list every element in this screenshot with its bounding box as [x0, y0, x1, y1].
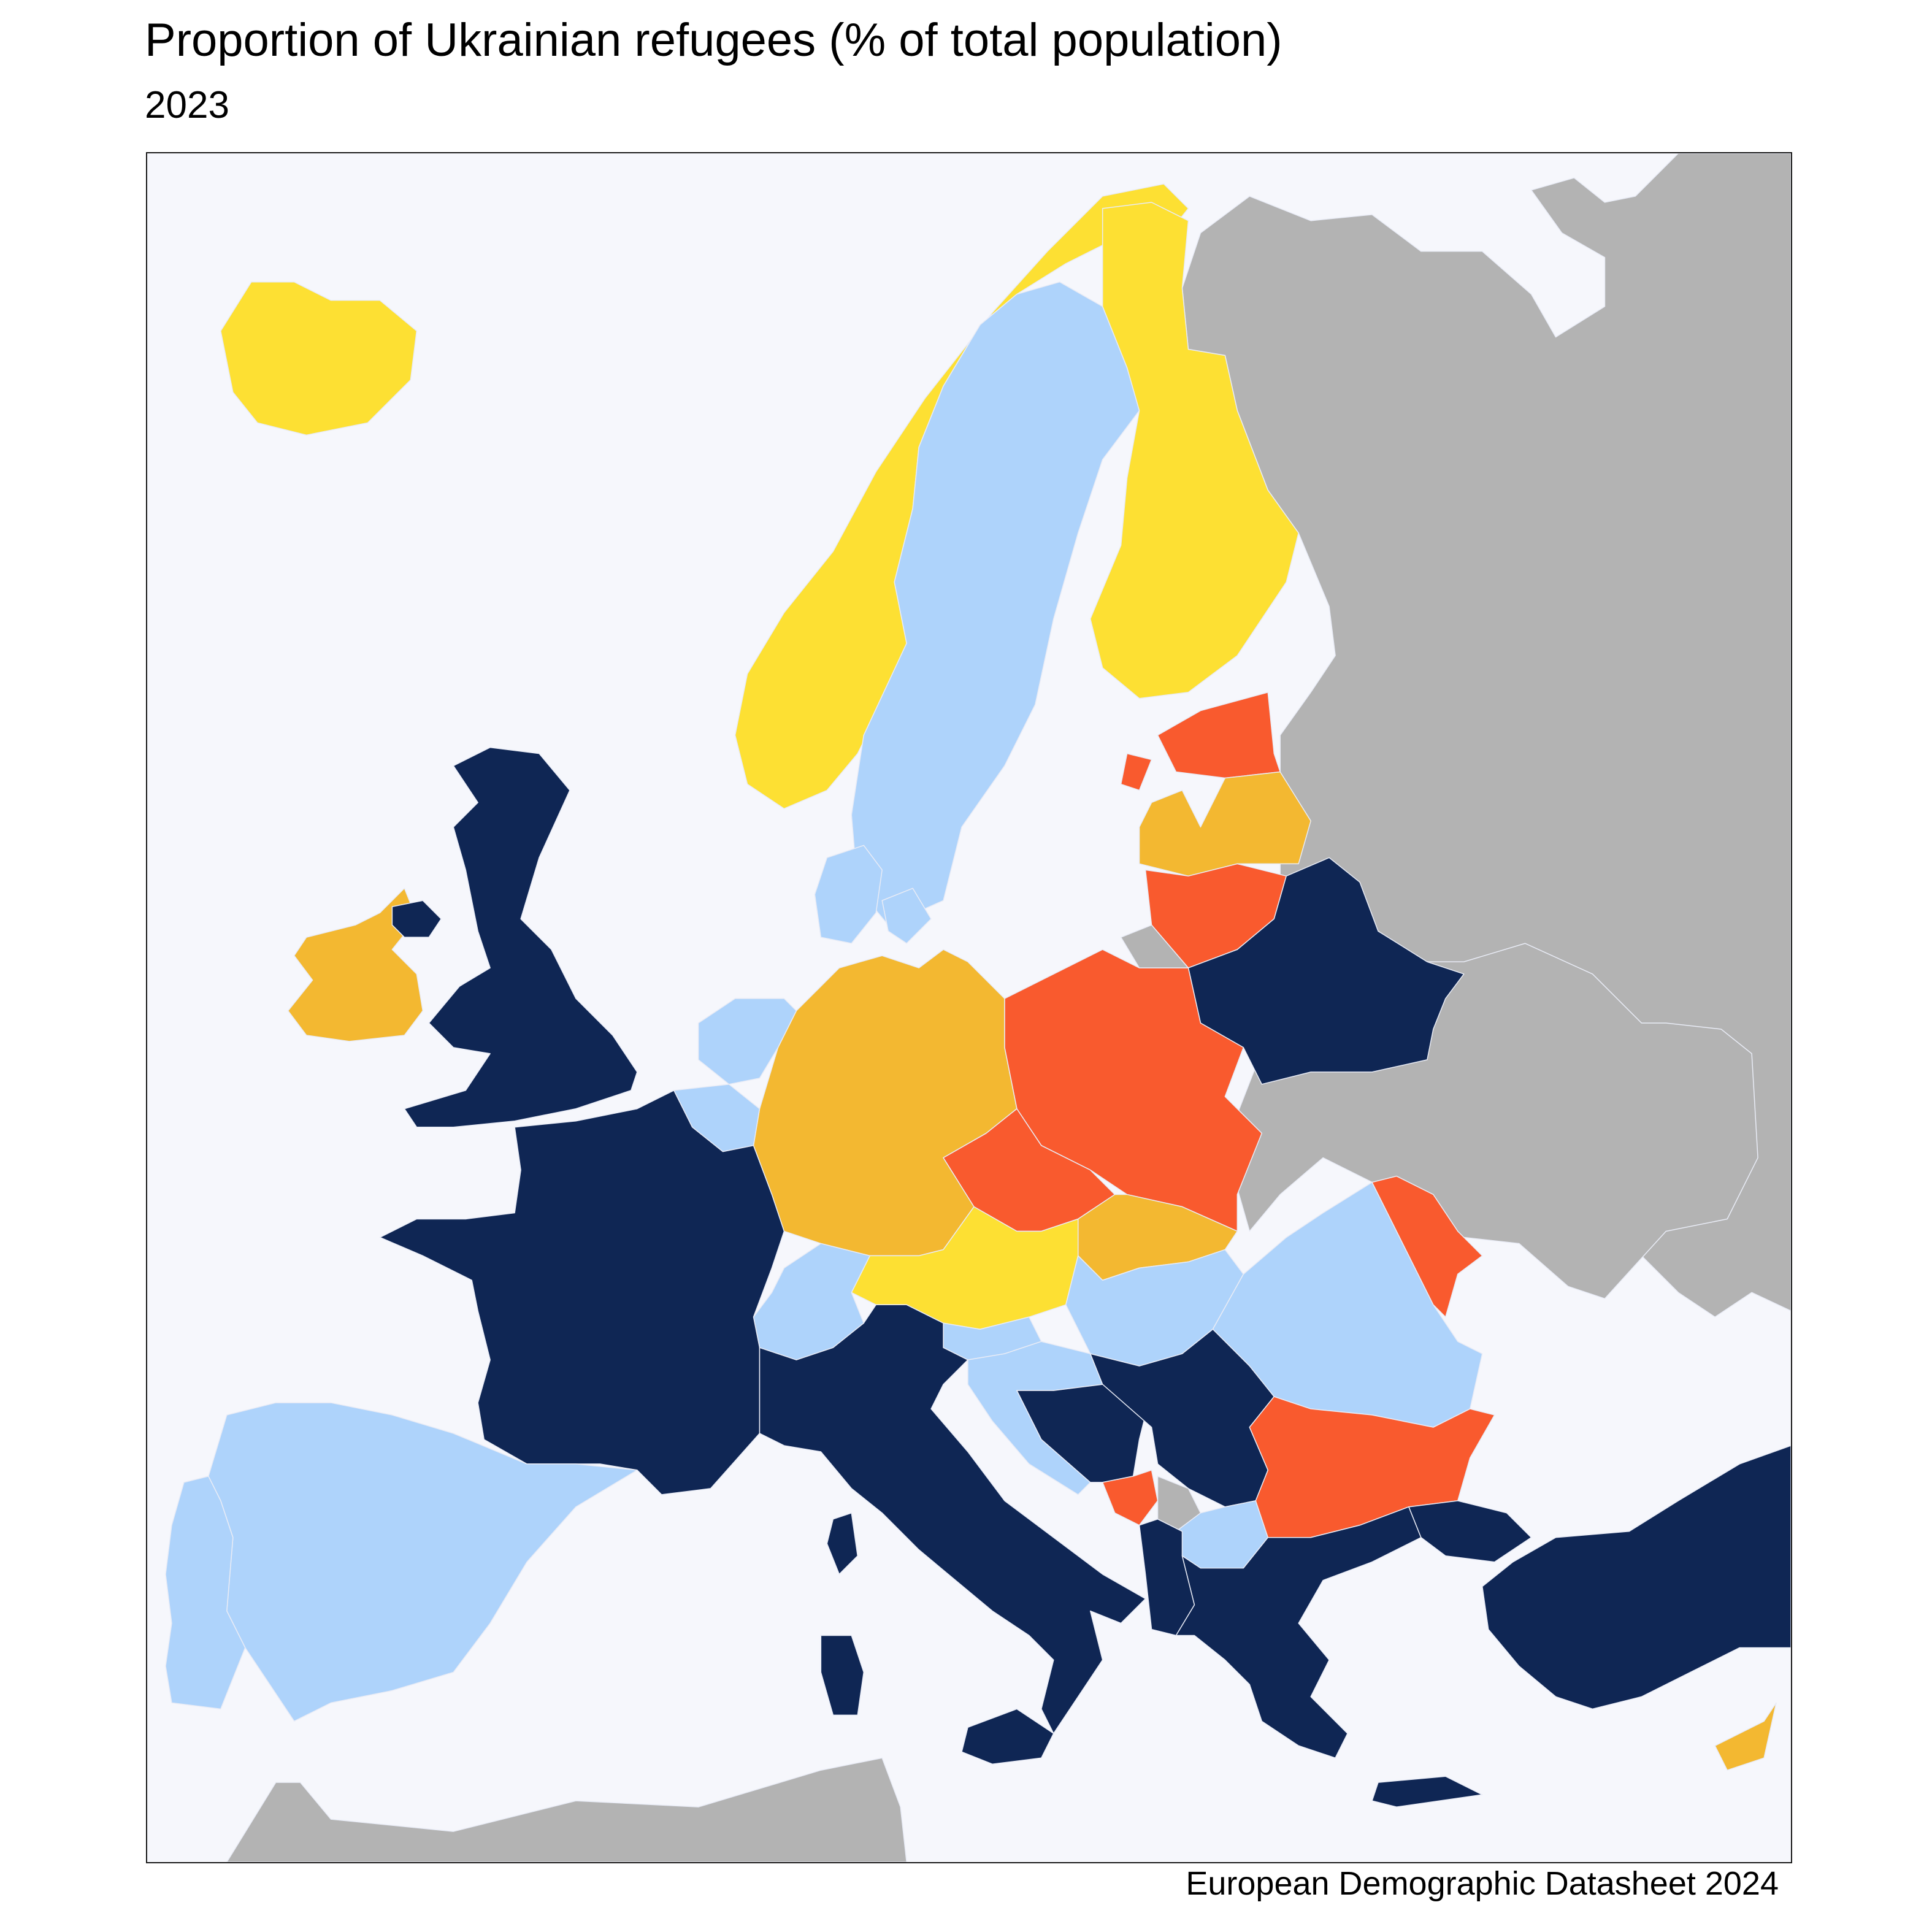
region-italy: [759, 1304, 1146, 1765]
region-united-kingdom: [391, 746, 638, 1128]
region-ireland: [287, 887, 424, 1042]
map-subtitle: 2023: [145, 84, 229, 126]
region-latvia: [1138, 771, 1311, 877]
region-iceland: [220, 281, 418, 436]
region-moldova: [1371, 1175, 1483, 1318]
region-denmark: [814, 845, 932, 944]
region-cyprus: [1714, 1702, 1777, 1771]
map-title: Proportion of Ukrainian refugees (% of t…: [145, 14, 1282, 66]
region-france: [826, 1512, 859, 1575]
region-greece: [1175, 1506, 1483, 1807]
region-portugal: [165, 1476, 246, 1710]
region-belarus: [1187, 857, 1465, 1085]
region-bosnia-and-herzegovina: [1016, 1384, 1152, 1483]
region-netherlands: [697, 998, 797, 1085]
region-north-africa: [226, 1757, 907, 1862]
region-finland: [1089, 202, 1299, 699]
map-panel: [146, 152, 1792, 1863]
region-france: [379, 1090, 785, 1495]
region-norway: [734, 183, 1189, 810]
region-t-rkiye: [1408, 1445, 1791, 1710]
region-estonia: [1120, 691, 1281, 791]
source-caption: European Demographic Datasheet 2024: [1186, 1865, 1779, 1902]
europe-choropleth-map: [165, 153, 1791, 1862]
